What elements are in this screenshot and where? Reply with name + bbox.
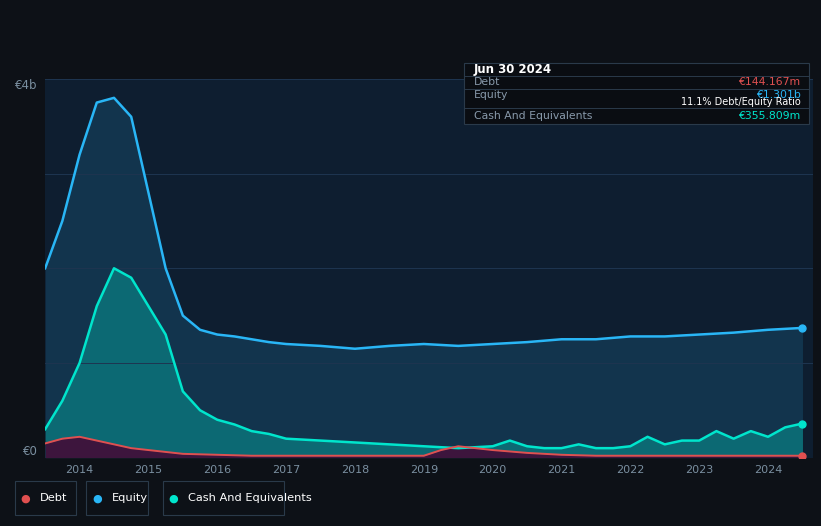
Text: Cash And Equivalents: Cash And Equivalents (474, 112, 592, 122)
Text: €355.809m: €355.809m (738, 112, 800, 122)
Text: Jun 30 2024: Jun 30 2024 (474, 63, 552, 76)
Text: ●: ● (92, 493, 102, 503)
Text: ●: ● (168, 493, 178, 503)
Text: Equity: Equity (112, 493, 148, 503)
Text: €1.301b: €1.301b (755, 89, 800, 99)
Text: 11.1% Debt/Equity Ratio: 11.1% Debt/Equity Ratio (681, 97, 800, 107)
Text: Debt: Debt (40, 493, 67, 503)
Text: Debt: Debt (474, 77, 500, 87)
Text: €144.167m: €144.167m (738, 77, 800, 87)
Text: Equity: Equity (474, 89, 508, 99)
Text: Cash And Equivalents: Cash And Equivalents (188, 493, 312, 503)
Text: ●: ● (21, 493, 30, 503)
Text: €4b: €4b (15, 79, 38, 92)
Text: €0: €0 (23, 444, 38, 458)
